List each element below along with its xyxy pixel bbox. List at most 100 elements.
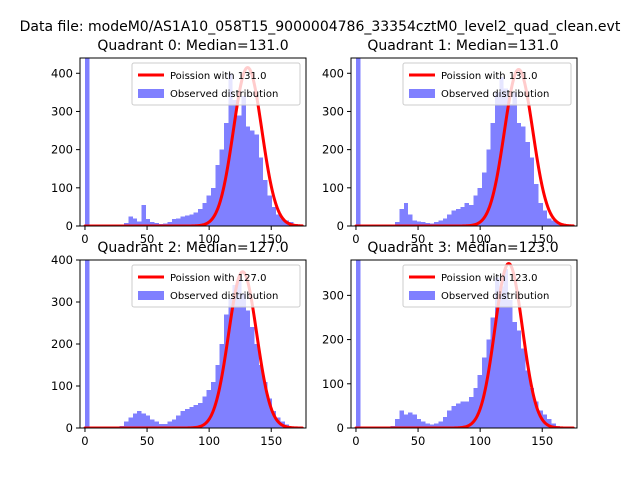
histogram-bar bbox=[232, 285, 238, 428]
legend-bar-swatch bbox=[409, 291, 435, 300]
histogram-bar bbox=[258, 365, 264, 428]
legend-label-poisson: Poission with 131.0 bbox=[441, 71, 537, 82]
histogram-bar bbox=[271, 206, 277, 226]
histogram-bar bbox=[516, 330, 522, 428]
histogram-bar bbox=[521, 126, 526, 226]
histogram-bar bbox=[267, 195, 272, 226]
x-tick-label: 50 bbox=[411, 434, 426, 448]
histogram-bar bbox=[171, 419, 177, 428]
histogram-bar bbox=[171, 219, 177, 226]
histogram-bar bbox=[442, 416, 448, 428]
x-tick-label: 150 bbox=[260, 232, 282, 246]
histogram-bar bbox=[451, 405, 456, 428]
histogram-bar bbox=[490, 122, 496, 226]
y-tick-label: 200 bbox=[322, 143, 344, 157]
histogram-bar bbox=[355, 58, 361, 226]
histogram-bar bbox=[189, 214, 194, 226]
histogram-bar bbox=[395, 222, 400, 226]
y-tick-label: 400 bbox=[51, 66, 73, 80]
legend-label-poisson: Poission with 123.0 bbox=[441, 273, 537, 284]
histogram-bar bbox=[163, 423, 168, 428]
histogram-bar bbox=[145, 415, 151, 428]
histogram-bar bbox=[416, 419, 422, 428]
legend-label-poisson: Poission with 127.0 bbox=[170, 273, 266, 284]
axes-frame bbox=[79, 57, 307, 227]
histogram-bar bbox=[438, 220, 443, 226]
histogram-bar bbox=[211, 187, 216, 226]
histogram-bar bbox=[180, 411, 185, 428]
histogram-bar bbox=[150, 419, 155, 428]
histogram-bar bbox=[521, 348, 526, 428]
histogram-bar bbox=[202, 396, 207, 428]
legend-box bbox=[402, 264, 572, 308]
histogram-bar bbox=[399, 208, 404, 226]
histogram-bar bbox=[473, 388, 478, 428]
histogram-bar bbox=[124, 222, 129, 226]
histogram-bar bbox=[416, 221, 422, 226]
histogram-bar bbox=[84, 260, 90, 428]
legend-box bbox=[131, 264, 301, 308]
x-tick-label: 100 bbox=[469, 232, 491, 246]
histogram-bar bbox=[215, 164, 220, 226]
histogram-bar bbox=[547, 419, 552, 428]
histogram-bar bbox=[124, 421, 129, 428]
histogram-bar bbox=[412, 414, 417, 428]
histogram-bar bbox=[137, 221, 142, 226]
x-tick-label: 100 bbox=[198, 434, 220, 448]
histogram-bar bbox=[193, 404, 198, 428]
histogram-bar bbox=[455, 403, 461, 428]
histogram-bar bbox=[447, 410, 452, 428]
histogram-bar bbox=[529, 388, 535, 428]
quadrant-0-panel: 0 50 100 150 0 100 200 300 400 Poission with 131.… bbox=[51, 38, 307, 246]
histogram-bar bbox=[495, 277, 500, 428]
histogram-bar bbox=[280, 218, 285, 226]
histogram-bar bbox=[176, 218, 181, 226]
histogram-bar bbox=[512, 92, 517, 226]
histogram-bar bbox=[438, 421, 443, 428]
y-tick-label: 0 bbox=[66, 421, 73, 435]
histogram-bar bbox=[542, 210, 548, 226]
histogram-bar bbox=[176, 415, 181, 428]
histogram-bar bbox=[219, 344, 225, 428]
y-tick-label: 0 bbox=[337, 219, 344, 233]
histogram-bar bbox=[250, 130, 255, 226]
histogram-bar bbox=[241, 96, 246, 226]
histogram-bar bbox=[245, 126, 251, 226]
histogram-bar bbox=[184, 215, 190, 226]
x-tick-label: 100 bbox=[198, 232, 220, 246]
x-tick-label: 150 bbox=[531, 434, 553, 448]
histogram-bar bbox=[145, 219, 151, 226]
x-tick-label: 0 bbox=[352, 434, 359, 448]
histogram-bar bbox=[503, 268, 509, 428]
histogram-bar bbox=[455, 208, 461, 226]
y-tick-label: 300 bbox=[322, 104, 344, 118]
x-tick-label: 50 bbox=[140, 232, 155, 246]
y-tick-label: 200 bbox=[322, 333, 344, 347]
histogram-bar bbox=[464, 401, 469, 428]
histogram-bar bbox=[197, 208, 203, 226]
panel-title: Quadrant 3: Median=123.0 bbox=[367, 240, 558, 256]
histogram-bar bbox=[460, 206, 465, 226]
histogram-bar bbox=[490, 317, 496, 428]
panel-title: Quadrant 2: Median=127.0 bbox=[97, 240, 288, 256]
histogram-bar bbox=[529, 157, 535, 226]
quadrant-1-panel: 0 50 100 150 0 100 200 300 400 Poission with 131.… bbox=[322, 38, 578, 246]
histogram-bar bbox=[258, 157, 264, 226]
legend-bar-swatch bbox=[409, 89, 435, 98]
x-tick-label: 150 bbox=[531, 232, 553, 246]
histogram-bar bbox=[399, 410, 404, 428]
histogram-bar bbox=[473, 195, 478, 226]
histogram-bar bbox=[486, 149, 491, 226]
histogram-bar bbox=[206, 195, 212, 226]
histogram-bar bbox=[403, 203, 409, 226]
histogram-bar bbox=[237, 276, 242, 428]
histogram-bar bbox=[551, 220, 556, 226]
histogram-bar bbox=[245, 310, 251, 428]
histogram-bar bbox=[425, 423, 430, 428]
histogram-bar bbox=[132, 413, 138, 428]
x-tick-label: 50 bbox=[140, 434, 155, 448]
histogram-bar bbox=[241, 293, 246, 428]
histogram-bar bbox=[263, 381, 268, 428]
x-tick-label: 0 bbox=[81, 434, 88, 448]
histogram-bar bbox=[412, 220, 417, 226]
